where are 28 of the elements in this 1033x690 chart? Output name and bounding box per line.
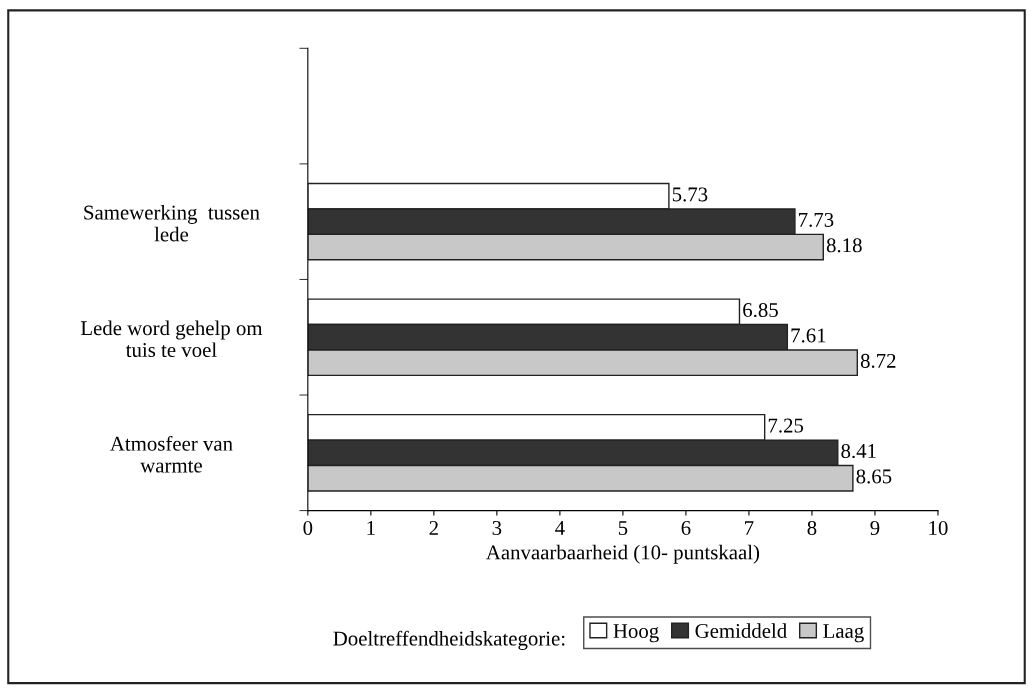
x-tick-label: 2 (429, 520, 438, 535)
x-tick-label: 4 (555, 521, 565, 535)
x-tick-label: 0 (303, 520, 313, 535)
data-label: 8.18 (826, 238, 862, 253)
y-tick-label: Samewerking tussen lede (84, 204, 260, 242)
y-tick-label: Atmosfeer van warmte (110, 435, 233, 473)
data-label: 8.65 (856, 469, 892, 484)
data-label: 7.25 (768, 418, 804, 433)
x-tick-label: 7 (745, 521, 754, 535)
legend-label: Laag (823, 624, 864, 643)
data-label: 5.73 (672, 187, 708, 202)
x-tick-label: 3 (492, 520, 502, 535)
x-tick-label: 5 (618, 521, 628, 535)
data-label: 8.72 (860, 353, 896, 368)
y-tick-label: Lede word gehelp om tuis te voel (80, 320, 263, 358)
legend-title: Doeltreffendheidskategorie: (333, 630, 565, 650)
x-tick-label: 8 (807, 520, 817, 535)
data-label: 8.41 (841, 443, 876, 459)
data-label: 7.61 (791, 328, 826, 343)
legend-label: Hoog (613, 624, 659, 643)
x-tick-label: 10 (929, 520, 948, 535)
data-label: 7.73 (799, 212, 834, 227)
x-tick-label: 9 (870, 520, 880, 535)
data-label: 6.85 (743, 302, 778, 318)
legend-label: Gemiddeld (695, 623, 787, 638)
x-tick-label: 1 (367, 521, 375, 535)
x-axis-title: Aanvaarbaarheid (10- puntskaal) (486, 544, 760, 564)
x-tick-label: 6 (681, 520, 691, 535)
